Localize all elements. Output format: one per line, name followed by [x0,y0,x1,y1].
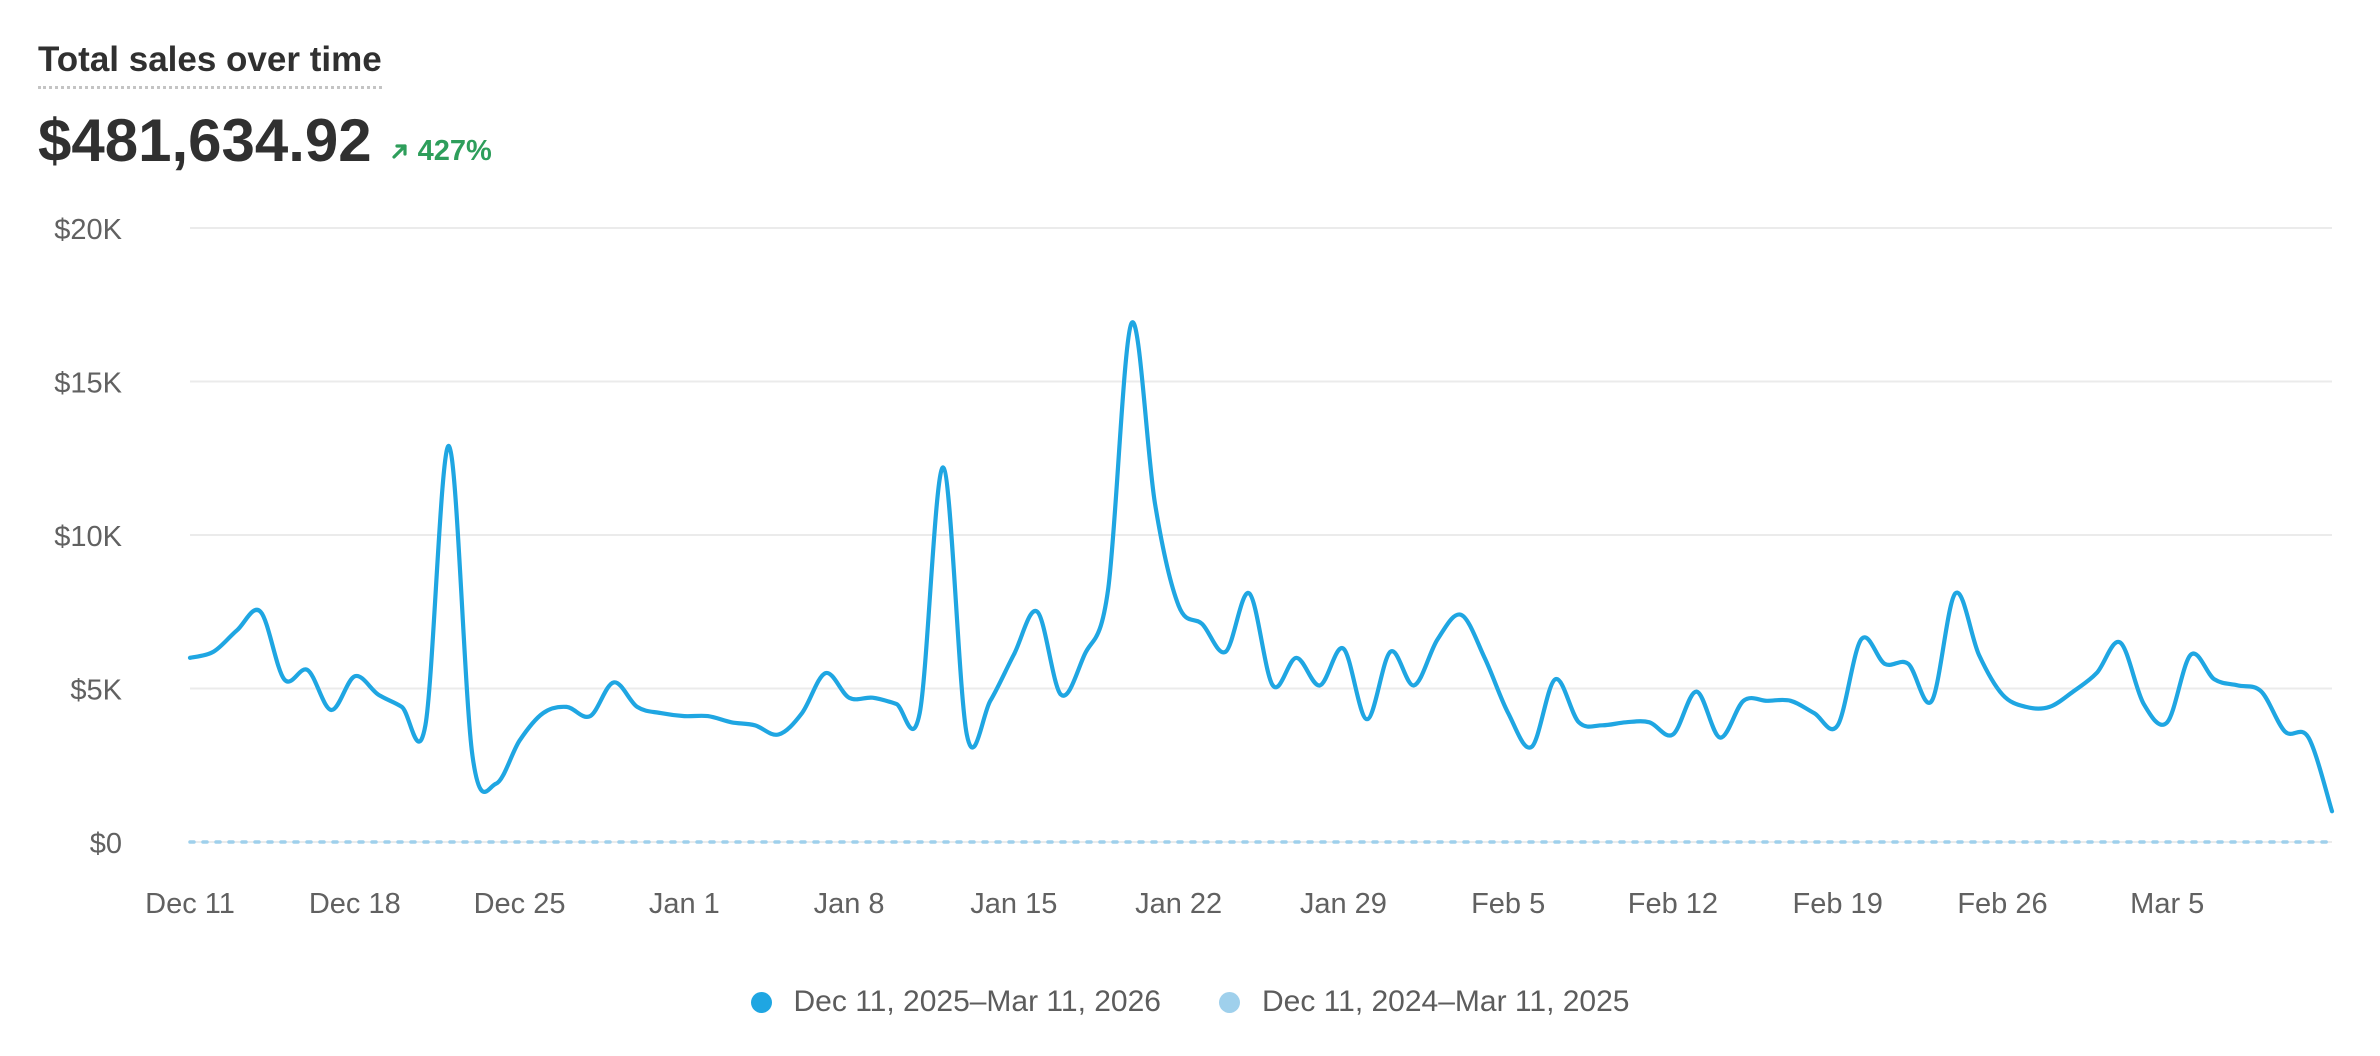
total-summary: $481,634.92 427% [38,106,492,175]
x-tick-label: Jan 29 [1300,888,1387,920]
x-tick-label: Feb 12 [1628,888,1718,920]
legend-dot-current [750,991,772,1013]
y-tick-label: $5K [70,675,122,707]
x-tick-label: Jan 22 [1135,888,1222,920]
x-tick-label: Dec 11 [145,888,235,920]
x-tick-label: Mar 5 [2130,888,2204,920]
percent-change-badge: 427% [390,135,492,168]
x-tick-label: Jan 8 [814,888,885,920]
total-sales-value: $481,634.92 [38,107,372,174]
y-tick-label: $10K [54,521,122,553]
y-tick-label: $20K [54,214,122,246]
legend-item-previous[interactable]: Dec 11, 2024–Mar 11, 2025 [1219,985,1629,1019]
x-tick-label: Jan 1 [649,888,720,920]
legend-dot-previous [1219,991,1240,1013]
percent-change-value: 427% [417,134,492,167]
y-tick-label: $15K [54,368,122,400]
y-tick-label: $0 [90,828,122,860]
chart-legend: Dec 11, 2025–Mar 11, 2026 Dec 11, 2024–M… [0,985,2380,1019]
x-tick-label: Feb 26 [1957,888,2047,920]
x-tick-label: Dec 18 [309,888,401,920]
legend-label-previous: Dec 11, 2024–Mar 11, 2025 [1262,985,1630,1018]
chart-title[interactable]: Total sales over time [38,40,382,89]
sales-line-chart: $0 $5K $10K $15K $20K Dec 11 Dec 18 Dec 25 Jan 1… [54,214,2335,920]
series-line-current [187,320,2335,814]
x-tick-label: Dec 25 [474,888,566,920]
x-tick-label: Feb 19 [1793,888,1883,920]
legend-label-current: Dec 11, 2025–Mar 11, 2026 [793,985,1161,1018]
legend-item-current[interactable]: Dec 11, 2025–Mar 11, 2026 [750,985,1161,1019]
x-tick-label: Jan 15 [970,888,1057,920]
x-tick-label: Feb 5 [1471,888,1545,920]
arrow-up-right-icon [392,144,407,159]
